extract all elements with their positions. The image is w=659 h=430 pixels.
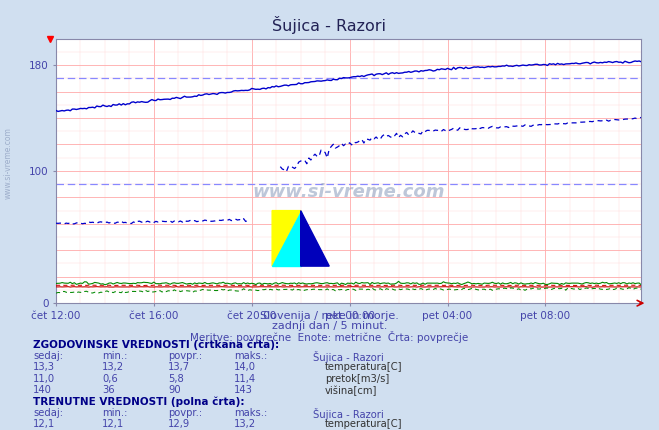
Text: pretok[m3/s]: pretok[m3/s] bbox=[325, 374, 389, 384]
Text: maks.:: maks.: bbox=[234, 351, 267, 361]
Text: zadnji dan / 5 minut.: zadnji dan / 5 minut. bbox=[272, 321, 387, 331]
Text: min.:: min.: bbox=[102, 351, 128, 361]
Polygon shape bbox=[301, 211, 330, 266]
Text: 143: 143 bbox=[234, 385, 253, 395]
Text: 13,3: 13,3 bbox=[33, 362, 55, 372]
Text: temperatura[C]: temperatura[C] bbox=[325, 362, 403, 372]
Text: Šujica - Razori: Šujica - Razori bbox=[313, 351, 384, 363]
Text: 12,9: 12,9 bbox=[168, 420, 190, 430]
Text: min.:: min.: bbox=[102, 408, 128, 418]
Text: 13,2: 13,2 bbox=[234, 420, 256, 430]
Text: Šujica - Razori: Šujica - Razori bbox=[313, 408, 384, 420]
Text: 11,4: 11,4 bbox=[234, 374, 256, 384]
Text: sedaj:: sedaj: bbox=[33, 351, 63, 361]
Polygon shape bbox=[272, 211, 301, 266]
Text: povpr.:: povpr.: bbox=[168, 408, 202, 418]
Text: 13,7: 13,7 bbox=[168, 362, 190, 372]
Text: Slovenija / reke in morje.: Slovenija / reke in morje. bbox=[260, 311, 399, 321]
Text: 12,1: 12,1 bbox=[33, 420, 55, 430]
Text: 14,0: 14,0 bbox=[234, 362, 256, 372]
Text: 13,2: 13,2 bbox=[102, 362, 125, 372]
Text: 5,8: 5,8 bbox=[168, 374, 184, 384]
Text: Šujica - Razori: Šujica - Razori bbox=[273, 16, 386, 34]
Text: maks.:: maks.: bbox=[234, 408, 267, 418]
Text: 0,6: 0,6 bbox=[102, 374, 118, 384]
Text: Meritve: povprečne  Enote: metrične  Črta: povprečje: Meritve: povprečne Enote: metrične Črta:… bbox=[190, 331, 469, 343]
Text: 11,0: 11,0 bbox=[33, 374, 55, 384]
Text: višina[cm]: višina[cm] bbox=[325, 385, 377, 396]
Text: sedaj:: sedaj: bbox=[33, 408, 63, 418]
Text: povpr.:: povpr.: bbox=[168, 351, 202, 361]
Text: www.si-vreme.com: www.si-vreme.com bbox=[252, 183, 445, 201]
Text: 36: 36 bbox=[102, 385, 115, 395]
Text: 90: 90 bbox=[168, 385, 181, 395]
Text: temperatura[C]: temperatura[C] bbox=[325, 420, 403, 430]
Polygon shape bbox=[272, 211, 301, 266]
Text: 12,1: 12,1 bbox=[102, 420, 125, 430]
Text: TRENUTNE VREDNOSTI (polna črta):: TRENUTNE VREDNOSTI (polna črta): bbox=[33, 396, 244, 407]
Text: www.si-vreme.com: www.si-vreme.com bbox=[3, 127, 13, 200]
Text: ZGODOVINSKE VREDNOSTI (črtkana črta):: ZGODOVINSKE VREDNOSTI (črtkana črta): bbox=[33, 340, 279, 350]
Text: 140: 140 bbox=[33, 385, 52, 395]
